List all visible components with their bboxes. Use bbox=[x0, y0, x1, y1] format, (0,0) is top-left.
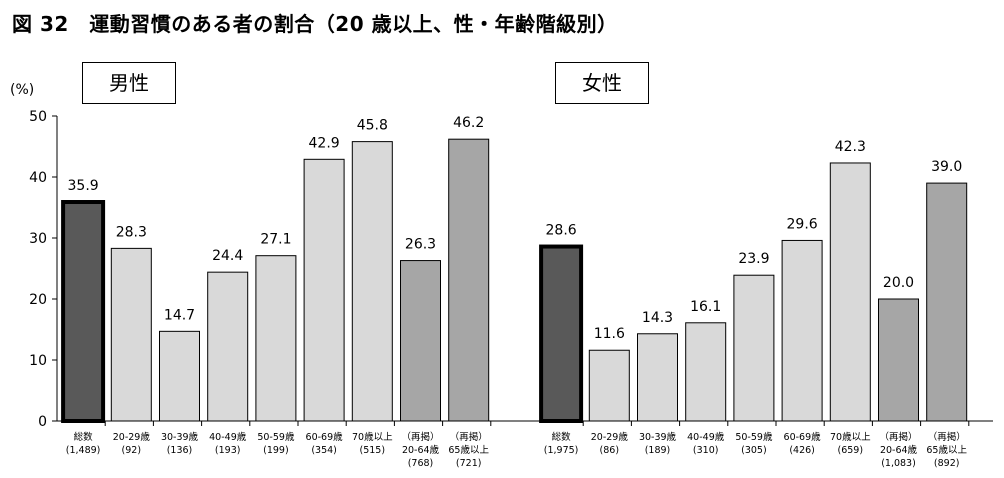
category-label: 30-39歳 bbox=[639, 431, 677, 443]
category-label: 40-49歳 bbox=[687, 431, 725, 443]
y-axis-unit: (%) bbox=[10, 82, 35, 98]
category-label: (86) bbox=[600, 445, 620, 456]
bar bbox=[781, 239, 823, 422]
category-label: (1,489) bbox=[66, 445, 101, 456]
category-label: 65歳以上 bbox=[448, 444, 489, 456]
category-label: (305) bbox=[741, 445, 767, 456]
category-label: (1,975) bbox=[544, 445, 579, 456]
category-label: (189) bbox=[645, 445, 671, 456]
category-label: (354) bbox=[311, 445, 337, 456]
category-label: (310) bbox=[693, 445, 719, 456]
category-label: （再掲） bbox=[928, 431, 966, 443]
category-label: (92) bbox=[122, 445, 142, 456]
bar bbox=[110, 247, 152, 422]
bar bbox=[539, 244, 584, 423]
bar-value-label: 39.0 bbox=[931, 159, 962, 175]
bar bbox=[878, 298, 919, 422]
bar-value-label: 28.6 bbox=[546, 223, 577, 239]
category-label: (659) bbox=[838, 445, 864, 456]
category-label: 総数 bbox=[74, 431, 94, 443]
category-label: (1,083) bbox=[881, 458, 916, 469]
bar bbox=[400, 260, 441, 422]
panel-label-female: 女性 bbox=[555, 62, 649, 104]
bar-value-label: 26.3 bbox=[405, 237, 436, 253]
category-label: 総数 bbox=[552, 431, 572, 443]
y-tick-label: 10 bbox=[29, 353, 47, 369]
category-label: (515) bbox=[360, 445, 386, 456]
bar bbox=[733, 274, 775, 422]
category-label: 60-69歳 bbox=[784, 431, 822, 443]
bar-value-label: 24.4 bbox=[212, 248, 243, 264]
bar bbox=[351, 141, 393, 422]
category-label: (426) bbox=[789, 445, 815, 456]
y-tick-label: 20 bbox=[29, 292, 47, 308]
category-label: 50-59歳 bbox=[257, 431, 295, 443]
bar bbox=[685, 322, 727, 422]
bar-value-label: 20.0 bbox=[883, 275, 914, 291]
bar bbox=[448, 138, 490, 422]
bar bbox=[926, 182, 968, 422]
category-label: 30-39歳 bbox=[161, 431, 199, 443]
bar bbox=[637, 333, 678, 422]
category-label: 20-29歳 bbox=[591, 431, 629, 443]
y-tick-label: 30 bbox=[29, 231, 47, 247]
bar-value-label: 14.3 bbox=[642, 310, 673, 326]
category-label: 40-49歳 bbox=[209, 431, 247, 443]
category-label: 70歳以上 bbox=[352, 431, 393, 443]
category-label: 20-64歳 bbox=[880, 444, 918, 456]
bar-value-label: 23.9 bbox=[738, 251, 769, 267]
bar-value-label: 27.1 bbox=[260, 232, 291, 248]
category-label: （再掲） bbox=[401, 431, 439, 443]
bar bbox=[829, 162, 871, 422]
category-label: 50-59歳 bbox=[735, 431, 773, 443]
category-label: 20-64歳 bbox=[402, 444, 440, 456]
bar bbox=[255, 255, 297, 422]
bar-value-label: 35.9 bbox=[68, 178, 99, 194]
bar-value-label: 46.2 bbox=[453, 115, 484, 131]
y-tick-label: 0 bbox=[38, 414, 47, 430]
bar-value-label: 29.6 bbox=[787, 216, 818, 232]
bar bbox=[61, 200, 106, 423]
bar-value-label: 28.3 bbox=[116, 224, 147, 240]
category-label: (193) bbox=[215, 445, 241, 456]
chart-title: 図 32 運動習慣のある者の割合（20 歳以上、性・年齢階級別） bbox=[12, 12, 618, 36]
bar bbox=[207, 271, 249, 422]
category-label: (136) bbox=[167, 445, 193, 456]
category-label: (892) bbox=[934, 458, 960, 469]
bar-value-label: 42.9 bbox=[309, 135, 340, 151]
bar bbox=[303, 158, 345, 422]
bar bbox=[588, 349, 630, 422]
category-label: (768) bbox=[408, 458, 434, 469]
bar-value-label: 16.1 bbox=[690, 299, 721, 315]
category-label: （再掲） bbox=[879, 431, 917, 443]
bar-value-label: 45.8 bbox=[357, 118, 388, 134]
category-label: 20-29歳 bbox=[113, 431, 151, 443]
category-label: (721) bbox=[456, 458, 482, 469]
panel-label-male: 男性 bbox=[82, 62, 176, 104]
bar bbox=[159, 330, 200, 422]
bar-value-label: 14.7 bbox=[164, 307, 195, 323]
y-tick-label: 50 bbox=[29, 109, 47, 125]
category-label: 60-69歳 bbox=[306, 431, 344, 443]
bar-value-label: 42.3 bbox=[835, 139, 866, 155]
y-tick-label: 40 bbox=[29, 170, 47, 186]
bar-value-label: 11.6 bbox=[594, 326, 625, 342]
category-label: 65歳以上 bbox=[926, 444, 967, 456]
category-label: (199) bbox=[263, 445, 289, 456]
category-label: （再掲） bbox=[450, 431, 488, 443]
category-label: 70歳以上 bbox=[830, 431, 871, 443]
